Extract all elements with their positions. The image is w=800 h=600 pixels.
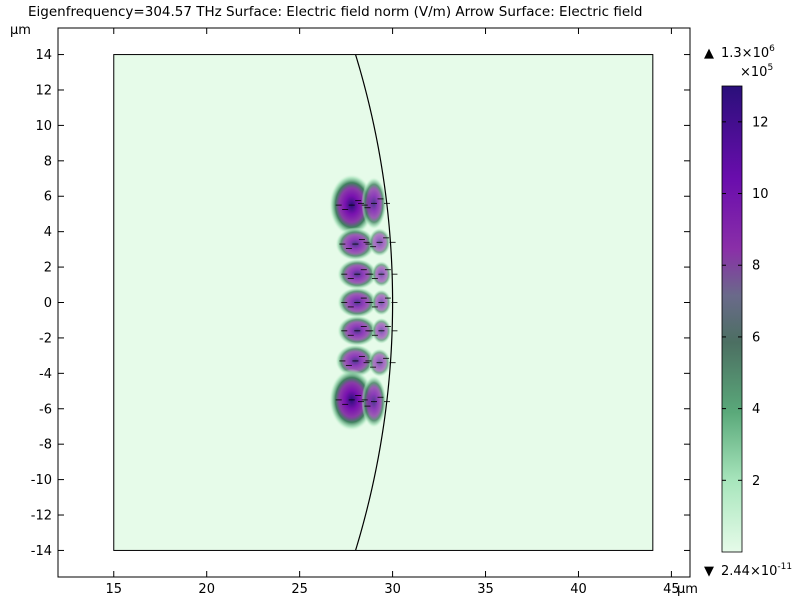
colorbar-tick-label: 8	[752, 259, 760, 274]
y-tick-label: -4	[39, 367, 52, 382]
y-tick-label: 14	[35, 48, 52, 63]
colorbar-max-label: 1.3×106	[721, 44, 775, 61]
y-tick-label: -12	[31, 509, 52, 524]
field-arrows	[335, 198, 398, 407]
y-tick-label: 2	[44, 261, 52, 276]
colorbar-tick-label: 6	[752, 330, 760, 345]
y-tick-label: 0	[44, 296, 52, 311]
y-tick-label: 4	[44, 225, 52, 240]
y-tick-label: -6	[39, 402, 52, 417]
colorbar-tick-label: 2	[752, 474, 760, 489]
colorbar-max-marker: ▲	[704, 46, 714, 61]
x-tick-label: 20	[198, 582, 215, 597]
y-tick-label: 6	[44, 190, 52, 205]
y-tick-label: 8	[44, 154, 52, 169]
x-tick-label: 15	[105, 582, 122, 597]
y-tick-label: -2	[39, 331, 52, 346]
y-tick-label: 10	[35, 119, 52, 134]
plot-title: Eigenfrequency=304.57 THz Surface: Elect…	[28, 4, 643, 20]
colorbar-min-marker: ▼	[704, 564, 714, 579]
colorbar-tick-label: 10	[752, 187, 769, 202]
y-tick-label: -8	[39, 438, 52, 453]
colorbar-multiplier: ×105	[740, 63, 773, 80]
x-tick-label: 35	[477, 582, 494, 597]
colorbar-tick-label: 4	[752, 402, 760, 417]
y-tick-label: -14	[31, 544, 52, 559]
colorbar-tick-label: 12	[752, 115, 769, 130]
x-tick-label: 40	[570, 582, 587, 597]
x-tick-label: 30	[384, 582, 401, 597]
x-tick-label: 45	[663, 582, 680, 597]
y-tick-label: 12	[35, 83, 52, 98]
colorbar-min-label: 2.44×10-11	[721, 562, 792, 579]
colorbar: 2 4 6 8 10 12 ▲ 1.3×106 ×105 ▼ 2.44×10-11	[704, 44, 792, 579]
x-unit-label: µm	[677, 582, 698, 597]
boundary-arc	[354, 54, 394, 551]
colorbar-gradient	[721, 85, 743, 553]
colorbar-ticks: 2 4 6 8 10 12	[722, 115, 769, 489]
x-tick-label: 25	[291, 582, 308, 597]
axes: 15 20 25 30 35 40 4514121086420-2-4-6-8-10-12-…	[31, 28, 690, 597]
y-tick-label: -10	[31, 473, 52, 488]
y-unit-label: µm	[10, 23, 31, 38]
